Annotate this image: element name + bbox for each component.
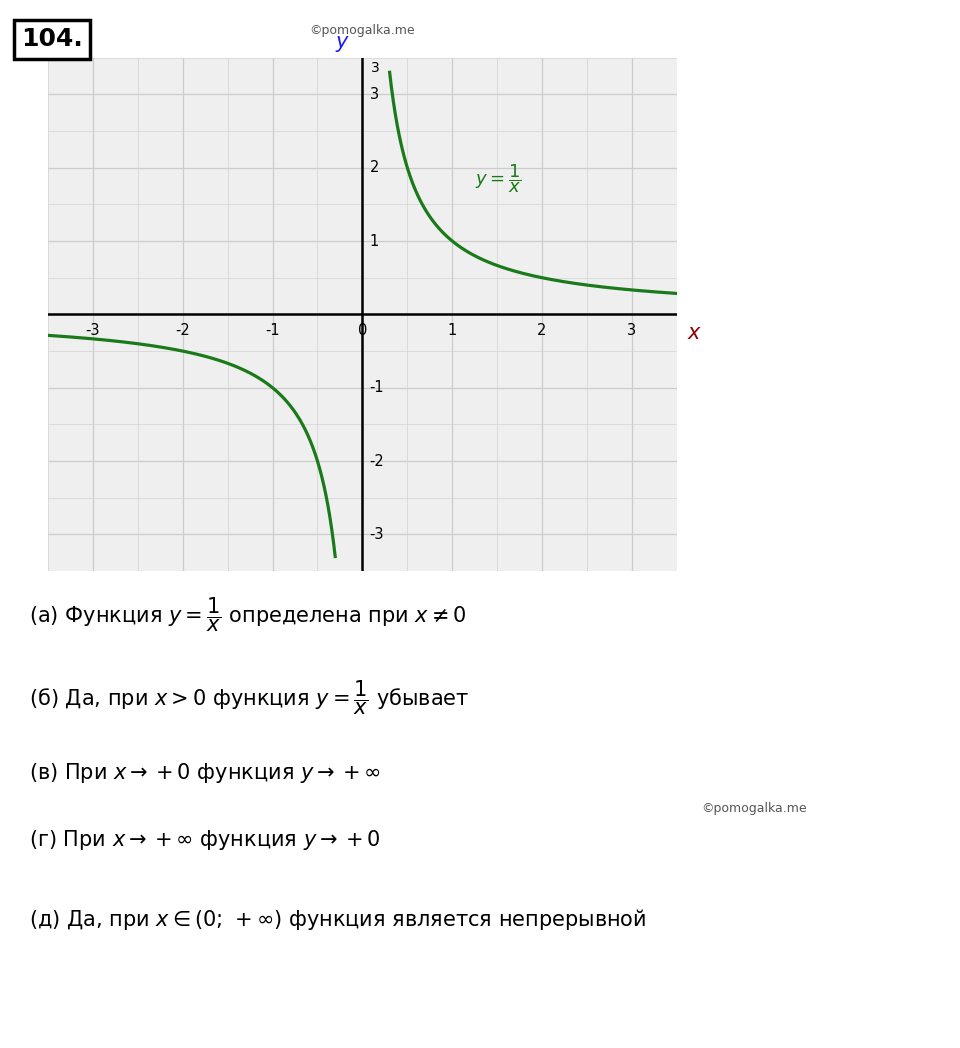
- Text: -3: -3: [85, 323, 100, 339]
- Text: (а) Функция $y = \dfrac{1}{x}$ определена при $x \neq 0$: (а) Функция $y = \dfrac{1}{x}$ определен…: [29, 595, 467, 634]
- Text: (г) При $x \to +\infty$ функция $y \to +0$: (г) При $x \to +\infty$ функция $y \to +…: [29, 828, 380, 852]
- Text: 2: 2: [538, 323, 547, 339]
- Text: $x$: $x$: [687, 323, 703, 343]
- Text: -2: -2: [370, 454, 384, 468]
- Text: -1: -1: [370, 380, 384, 395]
- Text: 3: 3: [627, 323, 636, 339]
- Text: 104.: 104.: [21, 27, 83, 51]
- Text: (б) Да, при $x > 0$ функция $y = \dfrac{1}{x}$ убывает: (б) Да, при $x > 0$ функция $y = \dfrac{…: [29, 678, 469, 717]
- Text: 3: 3: [370, 87, 378, 102]
- Text: 2: 2: [370, 160, 379, 175]
- Text: $y$: $y$: [335, 34, 350, 53]
- Text: (д) Да, при $x \in (0;\, +\infty)$ функция является непрерывной: (д) Да, при $x \in (0;\, +\infty)$ функц…: [29, 907, 646, 932]
- Text: 3: 3: [372, 61, 380, 75]
- Text: 1: 1: [370, 234, 379, 248]
- Text: ©pomogalka.me: ©pomogalka.me: [701, 802, 806, 814]
- Text: $y = \dfrac{1}{x}$: $y = \dfrac{1}{x}$: [474, 162, 521, 195]
- Text: 0: 0: [358, 323, 367, 339]
- Text: ©pomogalka.me: ©pomogalka.me: [309, 24, 416, 37]
- Text: -1: -1: [265, 323, 280, 339]
- Text: (в) При $x \to +0$ функция $y \to +\infty$: (в) При $x \to +0$ функция $y \to +\inft…: [29, 761, 381, 785]
- Text: -3: -3: [370, 527, 384, 542]
- Text: -2: -2: [176, 323, 190, 339]
- Text: 1: 1: [447, 323, 457, 339]
